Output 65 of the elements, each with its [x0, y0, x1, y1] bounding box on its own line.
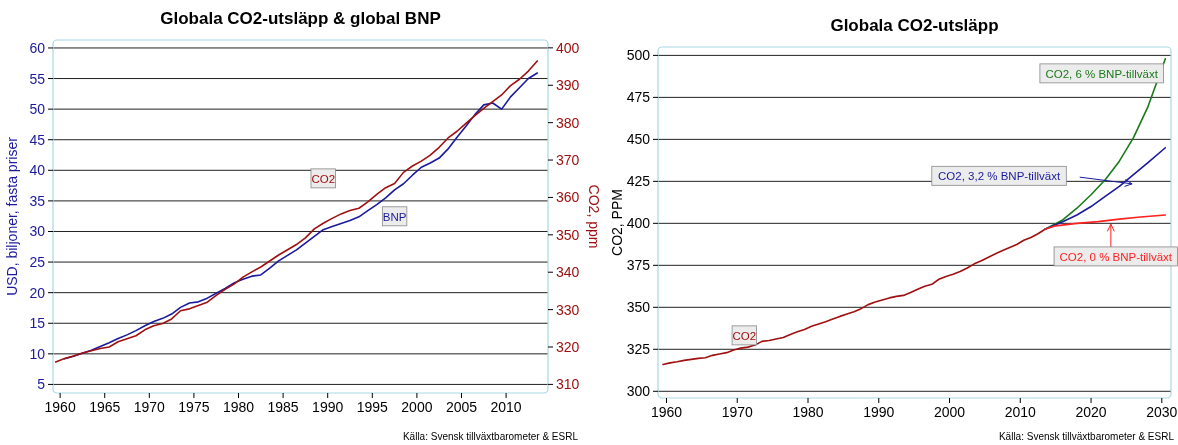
y2-tick-label: 320 — [556, 339, 580, 356]
y2-tick-label: 340 — [556, 264, 580, 281]
y-tick-label: 500 — [626, 47, 651, 64]
y2-tick-label: 380 — [556, 114, 580, 131]
y2-tick-label: 390 — [556, 77, 580, 94]
x-tick-label: 1990 — [863, 404, 895, 420]
x-tick-label: 1980 — [792, 404, 824, 420]
y-tick-label: 40 — [29, 162, 46, 179]
y-tick-label: 30 — [29, 223, 46, 240]
y-tick-label: 450 — [626, 131, 651, 148]
y-tick-label: 45 — [29, 131, 46, 148]
line-series — [1044, 214, 1167, 231]
y-tick-label: 325 — [626, 341, 651, 358]
y-tick-label: 15 — [29, 315, 46, 332]
x-tick-label: 1990 — [312, 399, 344, 415]
y2-tick-label: 330 — [556, 301, 580, 318]
line-series — [662, 228, 1046, 366]
y2-tick-label: 360 — [556, 189, 580, 206]
x-tick-label: 2000 — [933, 404, 966, 420]
x-tick-label: 1970 — [721, 404, 754, 420]
y-tick-label: 475 — [626, 89, 651, 106]
y-tick-label: 25 — [29, 254, 46, 271]
y-tick-label: 10 — [29, 345, 46, 362]
x-tick-label: 1960 — [44, 399, 76, 415]
text: Källa: Svensk tillväxtbarometer & ESRL — [402, 431, 579, 442]
text: Källa: Svensk tillväxtbarometer & ESRL — [998, 431, 1175, 442]
y-tick-label: 5 — [37, 376, 46, 393]
x-tick-label: 2005 — [445, 399, 478, 415]
y-tick-label: 20 — [29, 284, 46, 301]
y-tick-label: 55 — [29, 70, 46, 87]
y2-axis-title: CO2, ppm — [586, 184, 602, 249]
x-tick-label: 1995 — [356, 399, 389, 415]
y-tick-label: 350 — [626, 299, 651, 316]
x-tick-label: 2030 — [1146, 404, 1178, 420]
y-tick-label: 375 — [626, 257, 651, 274]
y-tick-label: 50 — [29, 101, 46, 118]
x-tick-label: 1965 — [89, 399, 121, 415]
series-label: CO2, 6 % BNP-tillväxt — [1045, 67, 1159, 80]
y-tick-label: 60 — [29, 39, 46, 56]
x-tick-label: 1980 — [222, 399, 255, 415]
y-tick-label: 300 — [626, 383, 651, 400]
x-tick-label: 2020 — [1075, 404, 1107, 420]
y2-tick-label: 370 — [556, 152, 580, 169]
x-tick-label: 1975 — [178, 399, 210, 415]
x-tick-label: 1985 — [267, 399, 299, 415]
chart-title: Globala CO2-utsläpp & global BNP — [160, 9, 441, 28]
legend-label: CO2, 3,2 % BNP-tillväxt — [938, 170, 1061, 183]
series-label: CO2 — [732, 329, 757, 342]
y2-tick-label: 400 — [556, 39, 580, 56]
series-label: BNP — [382, 210, 407, 223]
y-tick-label: 425 — [626, 173, 651, 190]
y2-tick-label: 310 — [556, 376, 580, 393]
x-tick-label: 1960 — [650, 404, 683, 420]
x-tick-label: 2010 — [1004, 404, 1037, 420]
y2-tick-label: 350 — [556, 226, 580, 243]
text: CO2, 0 % BNP-tillväxt — [1059, 250, 1173, 263]
text: CO2 — [311, 172, 336, 185]
y-tick-label: 35 — [29, 192, 46, 209]
y-tick-label: 400 — [626, 215, 651, 232]
y-axis-title: CO2, PPM — [609, 189, 625, 256]
chart-title: Globala CO2-utsläpp — [830, 16, 999, 35]
x-tick-label: 1970 — [133, 399, 166, 415]
x-tick-label: 2000 — [401, 399, 433, 415]
y-axis-title: USD, biljoner, fasta priser — [4, 136, 20, 296]
x-tick-label: 2010 — [490, 399, 522, 415]
